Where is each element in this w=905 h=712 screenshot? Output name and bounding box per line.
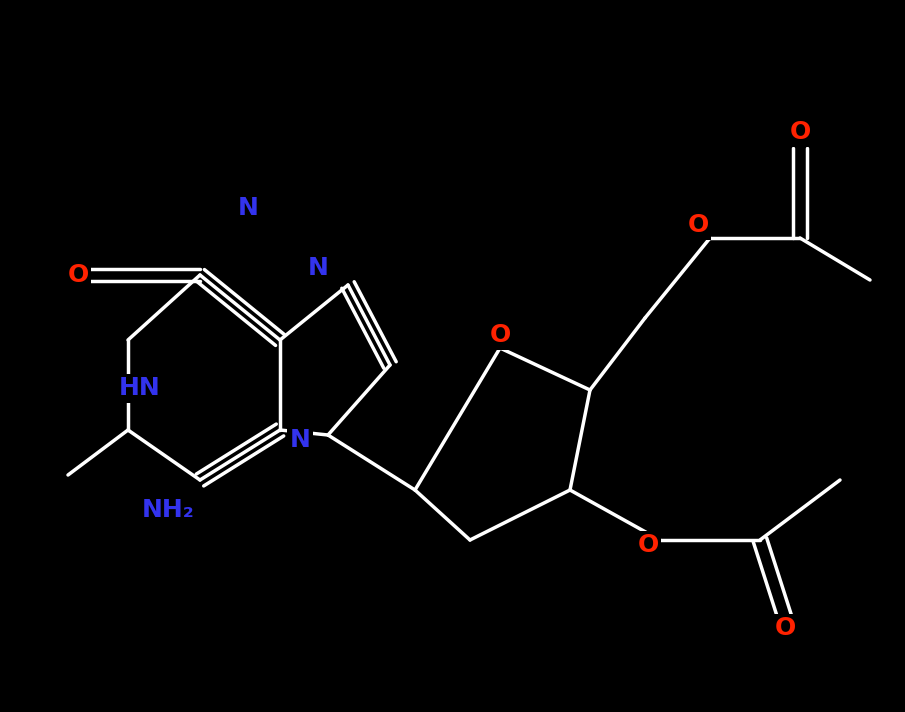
Text: NH₂: NH₂	[141, 498, 195, 522]
Text: N: N	[290, 428, 310, 452]
Text: N: N	[308, 256, 329, 280]
Text: O: O	[67, 263, 89, 287]
Text: N: N	[237, 196, 259, 220]
Text: O: O	[775, 616, 795, 640]
Text: O: O	[789, 120, 811, 144]
Text: O: O	[688, 213, 709, 237]
Text: O: O	[637, 533, 659, 557]
Text: O: O	[490, 323, 510, 347]
Text: HN: HN	[119, 376, 161, 400]
